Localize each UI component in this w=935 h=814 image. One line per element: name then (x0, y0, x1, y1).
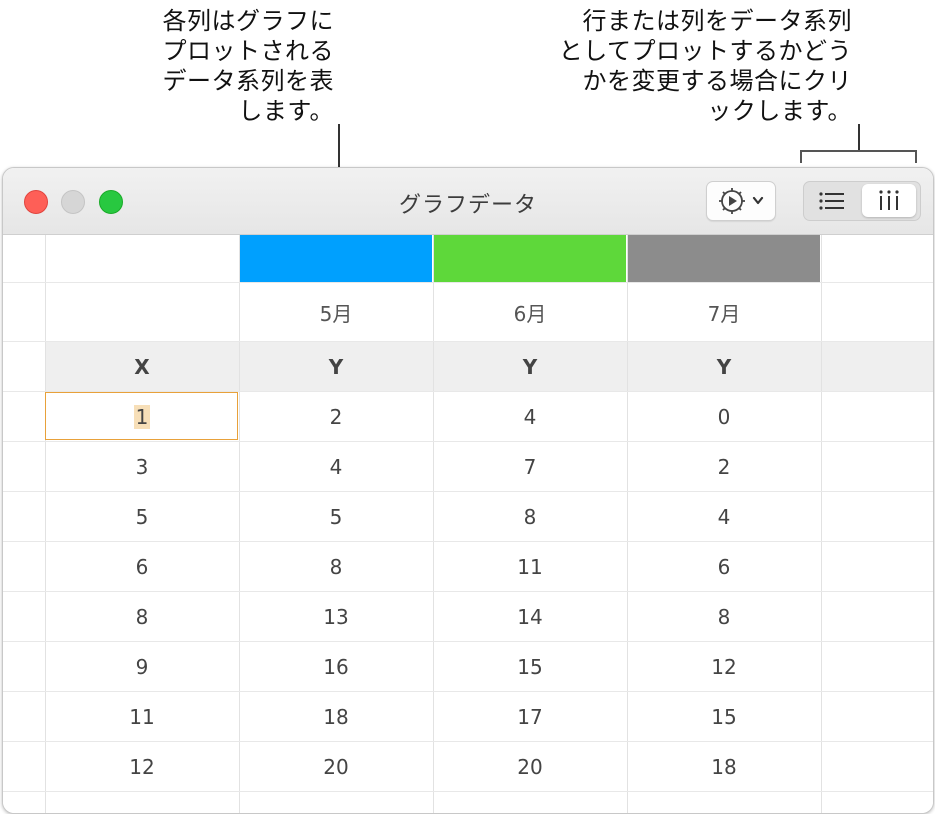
series-color-swatch[interactable] (433, 235, 626, 282)
axis-header-cell[interactable]: X (134, 355, 150, 379)
table-cell[interactable]: 0 (717, 405, 731, 429)
callout-plot-toggle: 行または列をデータ系列 としてプロットするかどう かを変更する場合にクリ ックし… (559, 6, 852, 126)
table-cell[interactable]: 17 (517, 705, 543, 729)
callout-left-line: データ系列を表 (162, 67, 334, 95)
table-cell[interactable]: 8 (135, 605, 149, 629)
axis-header-cell[interactable]: Y (328, 355, 344, 379)
row-divider (3, 282, 933, 283)
table-cell[interactable]: 18 (323, 705, 349, 729)
callout-left-line: 各列はグラフに (162, 7, 334, 35)
column-divider (45, 235, 46, 813)
callout-right-line: ックします。 (707, 97, 852, 125)
row-divider (3, 341, 933, 342)
table-cell[interactable]: 12 (129, 755, 155, 779)
axis-header-row (45, 341, 933, 391)
table-cell[interactable]: 1 (45, 405, 239, 429)
table-cell[interactable]: 16 (323, 655, 349, 679)
table-cell[interactable]: 6 (717, 555, 731, 579)
callout-right-line: かを変更する場合にクリ (582, 67, 852, 95)
table-cell[interactable]: 12 (711, 655, 737, 679)
series-name-cell[interactable]: 5月 (319, 302, 353, 326)
table-cell[interactable]: 4 (329, 455, 343, 479)
minimize-button[interactable] (61, 190, 85, 214)
table-cell[interactable]: 15 (711, 705, 737, 729)
table-cell[interactable]: 20 (517, 755, 543, 779)
zoom-button[interactable] (99, 190, 123, 214)
gear-icon (719, 188, 764, 214)
series-name-cell[interactable]: 7月 (707, 302, 741, 326)
plot-rows-as-series-button[interactable] (804, 182, 860, 220)
row-divider (3, 591, 933, 592)
table-cell[interactable]: 4 (523, 405, 537, 429)
column-divider (239, 235, 240, 813)
table-cell[interactable]: 13 (323, 605, 349, 629)
callout-right-bracket-right (915, 150, 917, 163)
table-cell[interactable]: 9 (135, 655, 149, 679)
column-divider (821, 235, 822, 813)
callout-left-line: プロットされる (162, 37, 334, 65)
callout-right-leader (858, 124, 860, 151)
selected-cell-outline (45, 392, 238, 440)
row-divider (3, 741, 933, 742)
table-cell[interactable]: 20 (323, 755, 349, 779)
callout-right-line: としてプロットするかどう (558, 37, 852, 65)
row-divider (3, 391, 933, 392)
table-cell[interactable]: 15 (517, 655, 543, 679)
table-cell[interactable]: 11 (517, 555, 543, 579)
title-bar: グラフデータ (3, 168, 933, 235)
table-cell[interactable]: 18 (711, 755, 737, 779)
row-divider (3, 441, 933, 442)
table-cell[interactable]: 8 (523, 505, 537, 529)
axis-header-cell[interactable]: Y (522, 355, 538, 379)
window-title: グラフデータ (398, 193, 537, 218)
table-cell[interactable]: 2 (717, 455, 731, 479)
close-button[interactable] (24, 190, 48, 214)
table-cell[interactable]: 11 (129, 705, 155, 729)
series-name-cell[interactable]: 6月 (513, 302, 547, 326)
table-cell[interactable]: 8 (329, 555, 343, 579)
table-cell[interactable]: 6 (135, 555, 149, 579)
table-cell[interactable]: 8 (717, 605, 731, 629)
callout-right-bracket (800, 150, 917, 152)
row-divider (3, 541, 933, 542)
row-divider (3, 791, 933, 792)
plot-columns-as-series-button[interactable] (862, 184, 916, 217)
plot-rows-columns-control (803, 181, 921, 221)
row-divider (3, 691, 933, 692)
table-cell[interactable]: 5 (135, 505, 149, 529)
table-cell[interactable]: 7 (523, 455, 537, 479)
table-cell[interactable]: 3 (135, 455, 149, 479)
chart-data-window: グラフデータ (2, 167, 934, 814)
action-menu-button[interactable] (706, 181, 776, 221)
axis-header-cell[interactable]: Y (716, 355, 732, 379)
row-divider (3, 491, 933, 492)
column-divider (433, 235, 434, 813)
list-icon (819, 192, 844, 210)
table-cell[interactable]: 5 (329, 505, 343, 529)
column-divider (627, 235, 628, 813)
chevron-down-icon (752, 196, 764, 205)
callout-right-line: 行または列をデータ系列 (582, 7, 852, 35)
table-cell[interactable]: 2 (329, 405, 343, 429)
columns-icon (879, 190, 899, 210)
series-color-swatch[interactable] (239, 235, 432, 282)
callout-left-line: します。 (238, 97, 334, 125)
row-divider (3, 641, 933, 642)
callout-right-bracket-left (800, 150, 802, 163)
selected-cell-value[interactable]: 1 (133, 405, 151, 429)
table-cell[interactable]: 4 (717, 505, 731, 529)
data-table: 5月 6月 7月 X Y Y Y 1 2 4 0 3 4 7 2 5 5 8 4… (3, 235, 933, 813)
table-cell[interactable]: 14 (517, 605, 543, 629)
series-color-swatch[interactable] (627, 235, 820, 282)
callout-columns-as-series: 各列はグラフに プロットされる データ系列を表 します。 (163, 6, 335, 126)
